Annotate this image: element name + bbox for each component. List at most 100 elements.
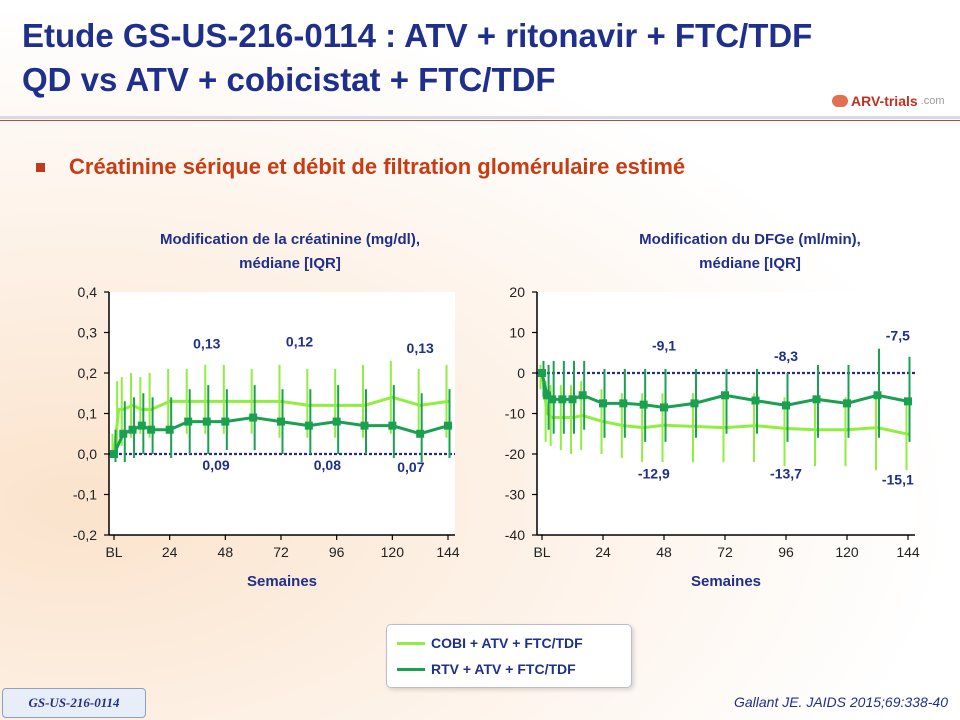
data-label: 0,13 — [407, 340, 434, 356]
data-label: -9,1 — [652, 338, 676, 354]
data-label: -13,7 — [770, 465, 802, 481]
data-point — [538, 369, 546, 377]
y-tick-label: 0,3 — [78, 325, 98, 341]
data-point — [304, 421, 313, 430]
logo-text: ARV-trials — [851, 93, 918, 109]
legend-item-cobi: COBI + ATV + FTC/TDF — [397, 635, 583, 651]
data-point — [782, 401, 790, 410]
bullet-point: Créatinine sérique et débit de filtratio… — [36, 154, 685, 180]
data-point — [221, 417, 230, 426]
data-point — [619, 399, 628, 408]
data-point — [548, 395, 557, 404]
data-point — [873, 391, 882, 400]
title-divider — [0, 116, 960, 119]
legend-label-rtv: RTV + ATV + FTC/TDF — [431, 661, 576, 677]
data-label: 0,12 — [286, 334, 313, 350]
data-point — [416, 429, 425, 438]
arv-trials-logo[interactable]: ARV-trials .com — [832, 93, 945, 109]
data-point — [568, 395, 577, 404]
y-tick-label: 0,2 — [78, 365, 98, 381]
data-point — [690, 399, 699, 408]
data-point — [388, 421, 397, 430]
data-label: 0,09 — [202, 457, 229, 473]
legend-item-rtv: RTV + ATV + FTC/TDF — [397, 661, 576, 677]
data-point — [843, 399, 851, 408]
logo-icon — [832, 95, 848, 107]
x-tick-label: 48 — [218, 544, 234, 560]
legend-swatch-cobi — [397, 641, 425, 645]
x-axis-title: Semaines — [247, 573, 317, 590]
x-tick-label: 96 — [778, 544, 794, 560]
data-point — [147, 425, 156, 434]
data-point — [165, 425, 174, 434]
y-tick-label: -40 — [505, 527, 525, 543]
egfr-chart: Modification du DFGe (ml/min), médiane [I… — [505, 231, 920, 590]
data-point — [110, 450, 118, 458]
chart-title-line-2: médiane [IQR] — [239, 255, 341, 272]
data-point — [543, 391, 552, 400]
logo-suffix: .com — [920, 95, 945, 107]
legend-label-cobi: COBI + ATV + FTC/TDF — [431, 635, 583, 651]
slide-title: Etude GS-US-216-0114 : ATV + ritonavir +… — [22, 14, 922, 102]
x-tick-label: 24 — [162, 544, 178, 560]
data-point — [578, 391, 587, 400]
data-point — [639, 400, 648, 409]
data-point — [904, 397, 912, 406]
y-tick-label: 0,4 — [78, 284, 98, 300]
y-tick-label: -10 — [505, 406, 525, 422]
y-tick-label: 20 — [509, 284, 525, 300]
square-bullet-icon — [36, 162, 45, 172]
data-point — [128, 425, 137, 434]
data-point — [117, 407, 121, 411]
data-label: 0,07 — [397, 459, 424, 475]
y-tick-label: -20 — [505, 446, 525, 462]
citation: Gallant JE. JAIDS 2015;69:338-40 — [733, 694, 948, 710]
chart-title-line-1: Modification de la créatinine (mg/dl), — [160, 231, 420, 248]
data-point — [137, 421, 146, 430]
data-label: 0,08 — [314, 457, 341, 473]
series-line — [540, 372, 909, 436]
x-tick-label: 120 — [835, 544, 859, 560]
title-line-1: Etude GS-US-216-0114 : ATV + ritonavir +… — [22, 17, 813, 54]
x-axis-title: Semaines — [691, 573, 761, 590]
title-line-2: QD vs ATV + cobicistat + FTC/TDF — [22, 61, 556, 98]
creatinine-chart: Modification de la créatinine (mg/dl), mé… — [73, 231, 460, 590]
x-tick-label: 72 — [717, 544, 733, 560]
series-line — [112, 395, 449, 455]
x-tick-label: 72 — [273, 544, 289, 560]
data-point — [751, 396, 760, 405]
x-tick-label: BL — [533, 544, 550, 560]
bullet-text: Créatinine sérique et débit de filtratio… — [69, 154, 686, 179]
data-point — [660, 403, 668, 412]
title-divider-accent — [0, 120, 960, 121]
study-tag: GS-US-216-0114 — [2, 688, 146, 718]
x-tick-label: 48 — [656, 544, 672, 560]
x-tick-label: 96 — [329, 544, 345, 560]
data-point — [599, 399, 607, 408]
data-point — [360, 421, 369, 430]
data-point — [249, 413, 258, 422]
x-tick-label: 24 — [595, 544, 611, 560]
data-label: 0,13 — [193, 336, 220, 352]
data-label: -15,1 — [882, 471, 914, 487]
legend-swatch-rtv — [397, 667, 425, 671]
data-point — [721, 391, 729, 400]
data-label: -8,3 — [774, 348, 798, 364]
data-point — [444, 421, 452, 430]
x-tick-label: 144 — [436, 544, 460, 560]
data-point — [277, 417, 285, 426]
data-point — [332, 417, 341, 426]
legend: COBI + ATV + FTC/TDF RTV + ATV + FTC/TDF — [386, 624, 632, 688]
data-point — [184, 417, 193, 426]
y-tick-label: -30 — [505, 487, 525, 503]
data-label: -7,5 — [886, 328, 910, 344]
chart-title-line-1: Modification du DFGe (ml/min), — [639, 231, 861, 248]
y-tick-label: 0 — [517, 365, 525, 381]
data-point — [119, 429, 128, 438]
y-tick-label: -0,1 — [73, 487, 97, 503]
x-tick-label: BL — [105, 544, 122, 560]
y-tick-label: -0,2 — [73, 527, 97, 543]
x-tick-label: 144 — [896, 544, 920, 560]
data-point — [812, 395, 821, 404]
